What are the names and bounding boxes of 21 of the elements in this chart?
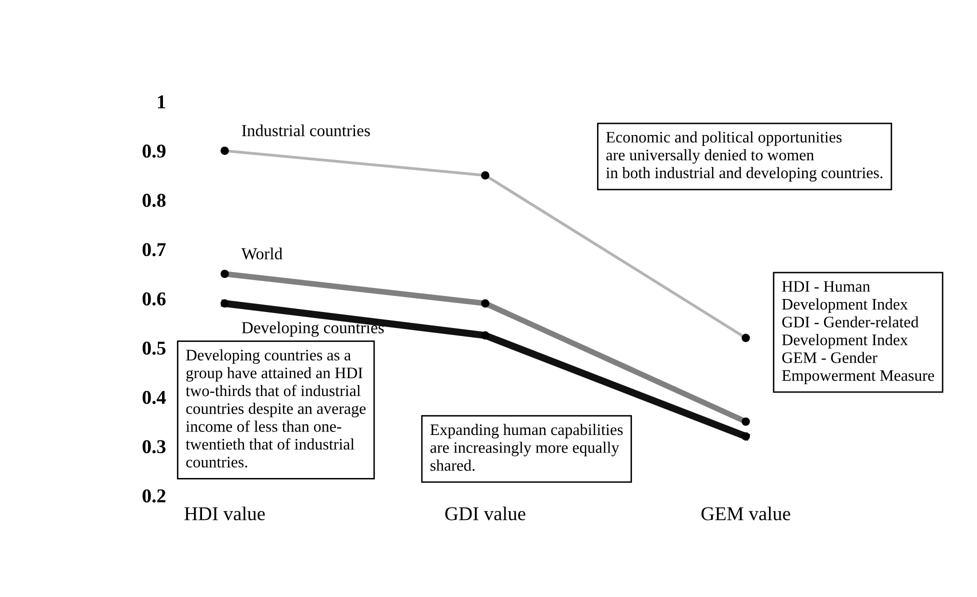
y-tick-label: 0.6 [142,292,166,306]
x-tick-label: HDI value [184,506,265,520]
y-tick-label: 0.3 [142,440,166,454]
y-tick-label: 0.5 [142,342,166,355]
y-tick-label: 0.8 [142,194,166,208]
series-label: World [241,248,282,260]
y-tick-label: 1 [158,95,166,108]
y-tick-label: 0.7 [142,243,166,256]
point [220,299,229,308]
annotation: Expanding human capabilities are increasingly more equally shared. [430,424,623,471]
y-tick-label: 0.4 [142,390,166,404]
annotation: Developing countries as a group have attained an HDI two-thirds that of industrial countries despite an average income of less than one- twentieth that of industrial countries. [186,349,366,468]
y-tick-label: 0.2 [142,489,166,503]
y-tick-label: 0.9 [142,144,166,158]
x-tick-label: GEM value [701,506,790,520]
series-label: Industrial countries [242,124,370,136]
point [481,331,490,340]
point [742,432,750,441]
annotation: Economic and political opportunities are universally denied to women in both industrial and developing countries. [606,131,882,182]
annotation: HDI - Human Development Index GDI - Gender-related Development Index GEM - Gender Empowerment Measure [782,281,934,384]
x-tick-label: GDI value [445,506,526,520]
